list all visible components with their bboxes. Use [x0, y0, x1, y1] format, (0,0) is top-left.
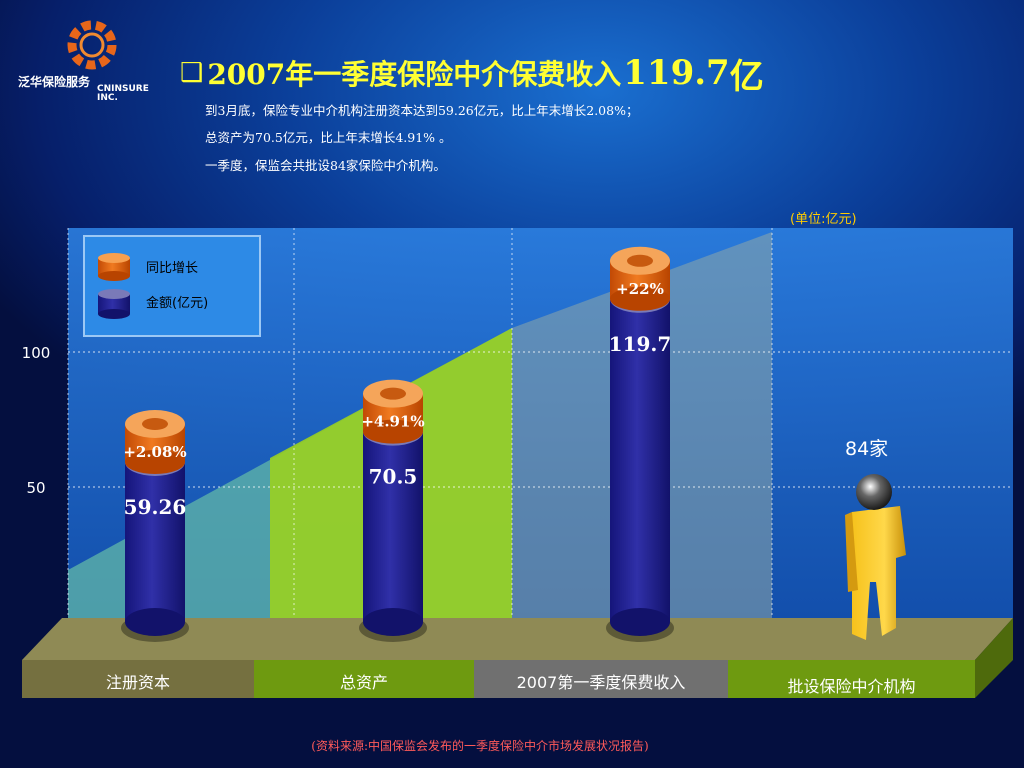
- category-label: 总资产: [340, 673, 388, 692]
- bar-base: [610, 608, 670, 636]
- legend-amount-label: 金额(亿元): [146, 295, 208, 311]
- bar-group: 119.7 +22%: [606, 246, 674, 642]
- growth-ring-bottom: [125, 449, 185, 474]
- growth-label: +22%: [616, 280, 664, 298]
- legend-box: [83, 235, 261, 337]
- summary-line-1: 到3月底，保险专业中介机构注册资本达到59.26亿元，比上年末增长2.08%；: [205, 103, 639, 118]
- gear-logo-icon: [67, 20, 117, 70]
- category-slab-0: [22, 660, 254, 698]
- y-tick-label-50: 50: [26, 479, 45, 497]
- source-note: (资料来源:中国保监会发布的一季度保险中介市场发展状况报告): [311, 739, 649, 753]
- title-bullet-icon: ❑: [180, 58, 204, 88]
- logo-en-text: CNINSURE: [97, 84, 149, 94]
- category-slab-2: [474, 660, 728, 698]
- logo-en-text-2: INC.: [97, 93, 118, 103]
- company-logo: 泛华保险服务 CNINSURE INC.: [18, 20, 149, 103]
- logo-cn-text: 泛华保险服务: [18, 74, 91, 89]
- summary-line-3: 一季度，保监会共批设84家保险中介机构。: [205, 158, 446, 173]
- bar: [610, 298, 670, 622]
- growth-label: +4.91%: [361, 413, 424, 431]
- bar-group: 59.26 +2.08%: [121, 409, 189, 642]
- bar: [125, 461, 185, 622]
- title-main-text: 2007年一季度保险中介保费收入: [207, 58, 622, 91]
- category-label: 2007第一季度保费收入: [517, 673, 686, 692]
- growth-ring-hole: [627, 254, 653, 267]
- title-number: 119.7: [623, 53, 730, 93]
- category-label: 批设保险中介机构: [787, 677, 915, 696]
- growth-ring-bottom: [610, 286, 670, 311]
- page-title: ❑ 2007年一季度保险中介保费收入 119.7 亿: [180, 48, 970, 98]
- chart-floor: 注册资本 总资产 2007第一季度保费收入 批设保险中介机构: [22, 618, 1013, 698]
- bar-base: [363, 608, 423, 636]
- floor-side: [975, 618, 1013, 698]
- bar-value-label: 70.5: [369, 465, 418, 489]
- chart-grid: 50 100: [22, 228, 1013, 618]
- category-slab-3: [728, 660, 975, 698]
- title-unit: 亿: [729, 56, 764, 97]
- bar-value-label: 119.7: [609, 332, 672, 356]
- bar-base: [125, 608, 185, 636]
- legend-amount-swatch: [98, 289, 130, 319]
- category-slab-1: [254, 660, 474, 698]
- legend: 同比增长 金额(亿元): [83, 235, 261, 337]
- bar: [363, 431, 423, 622]
- growth-label: +2.08%: [123, 443, 186, 461]
- legend-growth-swatch: [98, 253, 130, 281]
- institutions-count-label: 84家: [845, 438, 888, 460]
- category-label: 注册资本: [106, 673, 170, 692]
- chart-bars: 59.26 +2.08% 70.5 +4.91% 119.7 +22%: [121, 246, 674, 642]
- growth-ring-hole: [380, 387, 406, 400]
- bar-value-label: 59.26: [124, 495, 187, 519]
- person-icon: [845, 474, 906, 640]
- y-tick-label-100: 100: [22, 344, 51, 362]
- unit-label: (单位:亿元): [790, 212, 857, 227]
- bar-group: 70.5 +4.91%: [359, 379, 427, 642]
- floor-top: [22, 618, 1013, 660]
- legend-growth-label: 同比增长: [146, 261, 198, 276]
- growth-ring-hole: [142, 417, 168, 430]
- summary-line-2: 总资产为70.5亿元，比上年末增长4.91% 。: [205, 130, 452, 145]
- growth-ring-bottom: [363, 419, 423, 444]
